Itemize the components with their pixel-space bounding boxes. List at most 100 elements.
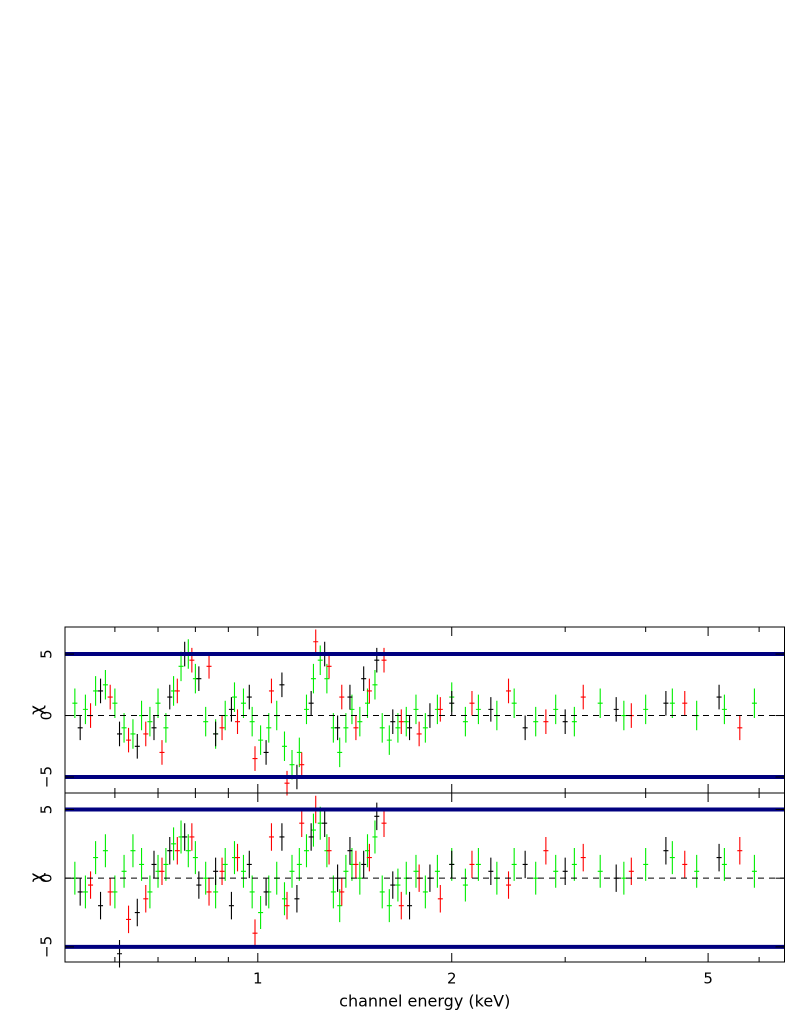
error-bar-point [357, 706, 363, 737]
error-bar-point [721, 694, 727, 725]
y-tick-label: −5 [38, 766, 56, 788]
error-bar-point [240, 688, 246, 718]
error-bar-point [522, 715, 528, 741]
error-bar-point [337, 737, 343, 768]
error-bar-point [386, 725, 392, 755]
error-bar-point [372, 670, 378, 700]
error-bar-point [77, 715, 83, 741]
error-bar-point [361, 850, 367, 879]
error-bar-point [167, 684, 173, 710]
error-bar-point [246, 684, 252, 710]
error-bar-point [374, 802, 380, 831]
error-bar-point [196, 871, 202, 899]
error-bar-point [117, 721, 123, 747]
error-bar-point [390, 871, 396, 899]
error-bar-point [511, 847, 517, 881]
error-bar-point [381, 809, 387, 837]
error-bar-point [580, 843, 586, 872]
error-bar-point [252, 919, 258, 947]
error-bar-point [403, 706, 409, 737]
error-bar-point [361, 666, 367, 691]
error-bar-point [155, 688, 161, 718]
error-bar-point [203, 706, 209, 737]
error-bar-point [310, 813, 316, 847]
error-bar-point [533, 861, 539, 895]
error-bar-point [303, 834, 309, 868]
error-bar-point [506, 678, 512, 704]
error-bar-point [147, 875, 153, 909]
error-bar-point [266, 713, 272, 743]
error-bar-point [533, 706, 539, 737]
error-bar-point [543, 836, 549, 865]
error-bar-point [553, 694, 559, 725]
error-bar-point [151, 715, 157, 741]
error-bar-point [163, 847, 169, 881]
y-tick-label: 5 [38, 805, 56, 815]
error-bar-point [121, 713, 127, 743]
error-bar-point [279, 823, 285, 851]
error-bar-point [357, 861, 363, 895]
error-bar-point [562, 709, 568, 734]
error-bar-point [279, 672, 285, 698]
error-bar-point [379, 875, 385, 909]
error-bar-point [669, 841, 675, 875]
error-bar-point [303, 694, 309, 725]
error-bar-point [449, 690, 455, 716]
error-bar-point [694, 854, 700, 888]
error-bar-point [386, 889, 392, 923]
error-bar-point [231, 682, 237, 712]
error-bar-point [398, 891, 404, 920]
error-bar-point [663, 836, 669, 865]
error-bar-point [716, 843, 722, 872]
error-bar-point [313, 629, 319, 655]
error-bar-point [213, 857, 219, 886]
error-bar-point [219, 857, 225, 886]
error-bar-point [335, 715, 341, 741]
error-bar-point [308, 823, 314, 851]
error-bar-point [663, 690, 669, 716]
error-bar-point [134, 733, 140, 759]
error-bar-point [281, 882, 287, 916]
error-bar-point [268, 823, 274, 851]
error-bar-point [93, 841, 99, 875]
error-bar-point [339, 684, 345, 710]
error-bar-point [77, 878, 83, 906]
error-bar-point [130, 834, 136, 868]
x-tick-label: 1 [253, 970, 263, 988]
plot-frame [64, 792, 785, 963]
error-bar-point [252, 746, 258, 771]
error-bar-point [374, 647, 380, 673]
error-bar-point [643, 847, 649, 881]
error-bar-point [395, 713, 401, 743]
error-bar-point [174, 678, 180, 704]
error-bar-point [621, 861, 627, 895]
error-bar-point [93, 676, 99, 706]
x-tick-label: 2 [447, 970, 457, 988]
error-bar-point [167, 836, 173, 865]
error-bar-point [366, 843, 372, 872]
error-bar-point [413, 694, 419, 725]
error-bar-point [82, 875, 88, 909]
error-bar-point [107, 878, 113, 906]
error-bar-point [628, 857, 634, 886]
error-bar-point [147, 706, 153, 737]
error-bar-point [143, 885, 149, 913]
error-bar-point [462, 868, 468, 902]
error-bar-point [571, 847, 577, 881]
error-bar-point [580, 684, 586, 710]
error-bar-point [258, 725, 264, 755]
error-bar-point [284, 891, 290, 920]
error-bar-point [716, 684, 722, 710]
y-tick-label: 0 [38, 711, 56, 721]
error-bar-point [121, 854, 127, 888]
error-bar-point [294, 885, 300, 913]
error-bar-point [416, 721, 422, 747]
error-bar-point [449, 850, 455, 879]
error-bar-point [511, 688, 517, 718]
error-bar-point [102, 834, 108, 868]
error-bar-point [130, 719, 136, 749]
error-bar-point [372, 820, 378, 854]
error-bar-point [469, 850, 475, 879]
error-bar-point [347, 684, 353, 710]
